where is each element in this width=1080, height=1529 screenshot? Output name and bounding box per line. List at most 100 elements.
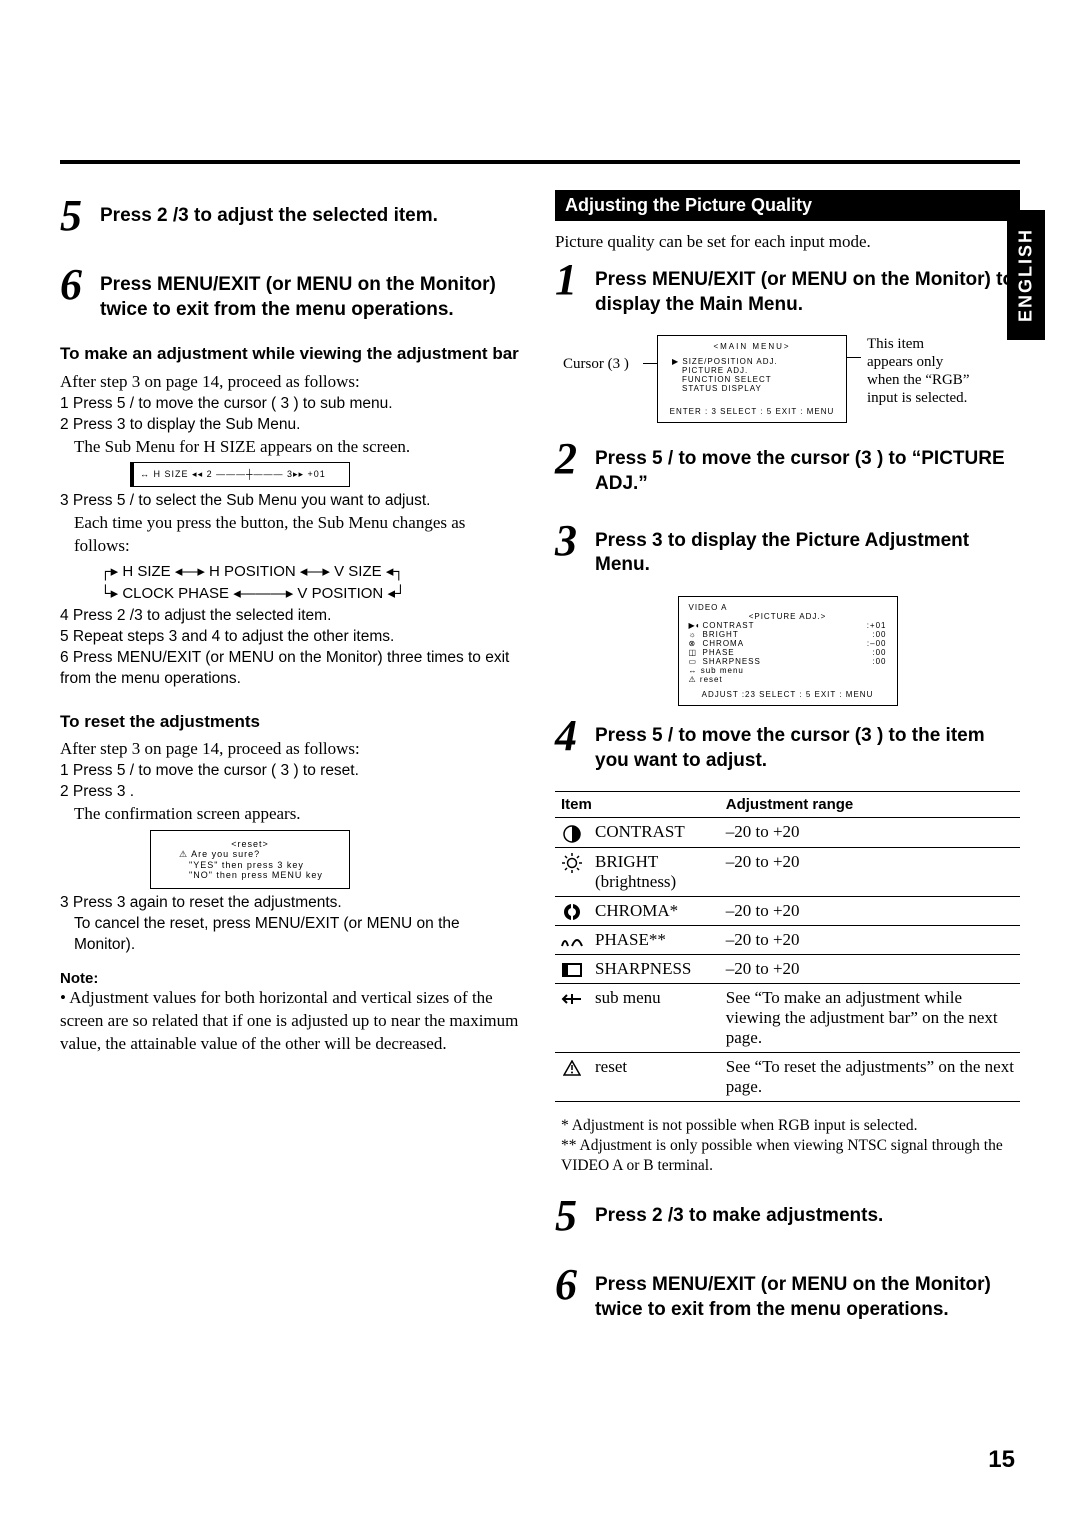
step-1-right: 1 Press MENU/EXIT (or MENU on the Monito…: [555, 254, 1020, 317]
note-body: • Adjustment values for both horizontal …: [60, 987, 525, 1056]
step-number: 5: [555, 1190, 591, 1241]
contrast-icon: [555, 818, 589, 847]
reset-confirm-screen: <reset> ⚠ Are you sure? "YES" then press…: [150, 830, 350, 889]
step-number: 4: [555, 710, 591, 761]
hsize-bar-screen: ↔ H SIZE ◂◂ 2 ———┼——— 3▸▸ +01: [130, 462, 350, 487]
list-item: 6 Press MENU/EXIT (or MENU on the Monito…: [60, 648, 525, 690]
list-item: 4 Press 2 /3 to adjust the selected item…: [60, 606, 525, 627]
reset-title: <reset>: [159, 839, 341, 849]
left-column: 5 Press 2 /3 to adjust the selected item…: [60, 190, 525, 1340]
step-text: Press 3 to display the Picture Adjustmen…: [595, 515, 1020, 578]
cursor-callout: Cursor (3 ): [563, 335, 643, 373]
item-range: –20 to +20: [720, 954, 1020, 983]
table-header-item: Item: [555, 792, 720, 818]
picadj-row-val: +01: [870, 621, 887, 630]
menu-item: ▶ SIZE/POSITION ADJ.: [672, 357, 840, 366]
step-4-right: 4 Press 5 / to move the cursor (3 ) to t…: [555, 710, 1020, 773]
item-name: PHASE**: [589, 925, 720, 954]
reset-icon: [555, 1052, 589, 1101]
main-menu-screen: <MAIN MENU> ▶ SIZE/POSITION ADJ. PICTURE…: [657, 335, 847, 423]
reset-line: "YES" then press 3 key: [159, 860, 341, 870]
picadj-row-val: 00: [876, 630, 887, 639]
step-text: Press MENU/EXIT (or MENU on the Monitor)…: [595, 254, 1020, 317]
item-range: –20 to +20: [720, 896, 1020, 925]
language-tab: ENGLISH: [1007, 210, 1045, 340]
table-row: sub menu See “To make an adjustment whil…: [555, 983, 1020, 1052]
step-text: Press 5 / to move the cursor (3 ) to “PI…: [595, 433, 1020, 496]
list-item: 3 Press 5 / to select the Sub Menu you w…: [60, 491, 525, 512]
picadj-header: VIDEO A: [689, 603, 887, 612]
top-rule: [60, 160, 1020, 164]
picadj-row-name: CONTRAST: [703, 621, 867, 630]
flow-text: H SIZE ◂—▸ H POSITION ◂—▸ V SIZE: [122, 563, 381, 580]
reset-line: "NO" then press MENU key: [159, 870, 341, 880]
list-item: 2 Press 3 to display the Sub Menu.: [60, 415, 525, 436]
picadj-row-val: –00: [870, 639, 886, 648]
body-text: After step 3 on page 14, proceed as foll…: [60, 738, 525, 761]
reset-line: ⚠ Are you sure?: [159, 849, 341, 860]
callout-line: [643, 363, 657, 364]
step-number: 6: [60, 259, 96, 310]
item-name: CONTRAST: [589, 818, 720, 847]
submenu-icon: [555, 983, 589, 1052]
table-row: PHASE** –20 to +20: [555, 925, 1020, 954]
list-item: 2 Press 3 .: [60, 782, 525, 803]
subhead-adjustment-bar: To make an adjustment while viewing the …: [60, 344, 525, 364]
step-text: Press MENU/EXIT (or MENU on the Monitor)…: [595, 1259, 1020, 1322]
main-menu-diagram: Cursor (3 ) <MAIN MENU> ▶ SIZE/POSITION …: [563, 335, 1020, 423]
rgb-callout: This item appears only when the “RGB” in…: [861, 335, 971, 407]
item-name: BRIGHT (brightness): [589, 847, 720, 896]
list-item: 5 Repeat steps 3 and 4 to adjust the oth…: [60, 627, 525, 648]
flow-text: CLOCK PHASE ◂———▸ V POSITION: [122, 585, 383, 602]
picadj-submenu: ↔ sub menu: [689, 666, 887, 675]
intro-text: Picture quality can be set for each inpu…: [555, 231, 1020, 254]
step-text: Press MENU/EXIT (or MENU on the Monitor)…: [100, 259, 525, 322]
step-6-left: 6 Press MENU/EXIT (or MENU on the Monito…: [60, 259, 525, 322]
list-item-note: The Sub Menu for H SIZE appears on the s…: [74, 436, 525, 459]
picadj-reset: ⚠ reset: [689, 675, 887, 684]
step-number: 1: [555, 254, 591, 305]
slider-track: ◂◂ 2 ———┼——— 3▸▸: [192, 469, 307, 479]
item-range: –20 to +20: [720, 847, 1020, 896]
list-item: 1 Press 5 / to move the cursor ( 3 ) to …: [60, 394, 525, 415]
table-row: CONTRAST –20 to +20: [555, 818, 1020, 847]
step-text: Press 2 /3 to adjust the selected item.: [100, 190, 525, 229]
item-name: SHARPNESS: [589, 954, 720, 983]
callout-line: [847, 357, 861, 358]
picadj-row-val: 00: [876, 648, 887, 657]
right-column: Adjusting the Picture Quality Picture qu…: [555, 190, 1020, 1340]
picadj-footer: ADJUST :23 SELECT : 5 EXIT : MENU: [689, 690, 887, 699]
picadj-row-name: CHROMA: [703, 639, 867, 648]
chroma-icon: [555, 896, 589, 925]
list-item: 1 Press 5 / to move the cursor ( 3 ) to …: [60, 761, 525, 782]
menu-item: STATUS DISPLAY: [672, 384, 840, 393]
step-6-right: 6 Press MENU/EXIT (or MENU on the Monito…: [555, 1259, 1020, 1322]
menu-title: <MAIN MENU>: [664, 342, 840, 351]
subhead-reset: To reset the adjustments: [60, 712, 525, 732]
step-5-left: 5 Press 2 /3 to adjust the selected item…: [60, 190, 525, 241]
table-row: reset See “To reset the adjustments” on …: [555, 1052, 1020, 1101]
picadj-row-name: BRIGHT: [703, 630, 873, 639]
body-text: After step 3 on page 14, proceed as foll…: [60, 371, 525, 394]
step-text: Press 2 /3 to make adjustments.: [595, 1190, 1020, 1229]
hsize-label: H SIZE: [154, 469, 189, 479]
slider-icon: ↔: [140, 469, 154, 479]
step-text: Press 5 / to move the cursor (3 ) to the…: [595, 710, 1020, 773]
section-bar-picture-quality: Adjusting the Picture Quality: [555, 190, 1020, 221]
menu-item: FUNCTION SELECT: [672, 375, 840, 384]
list-item-note: Each time you press the button, the Sub …: [74, 512, 525, 558]
note-heading: Note:: [60, 970, 525, 987]
item-range: –20 to +20: [720, 818, 1020, 847]
table-header-range: Adjustment range: [720, 792, 1020, 818]
step-number: 5: [60, 190, 96, 241]
step-number: 6: [555, 1259, 591, 1310]
list-item-note: The confirmation screen appears.: [74, 803, 525, 826]
table-row: BRIGHT (brightness) –20 to +20: [555, 847, 1020, 896]
footnote-2: ** Adjustment is only possible when view…: [555, 1136, 1020, 1176]
step-2-right: 2 Press 5 / to move the cursor (3 ) to “…: [555, 433, 1020, 496]
flow-diagram-bottom: └▸ CLOCK PHASE ◂———▸ V POSITION ◂┘: [100, 584, 525, 602]
table-row: CHROMA* –20 to +20: [555, 896, 1020, 925]
bright-icon: [555, 847, 589, 896]
list-item-note: To cancel the reset, press MENU/EXIT (or…: [74, 914, 525, 956]
list-item: 3 Press 3 again to reset the adjustments…: [60, 893, 525, 914]
